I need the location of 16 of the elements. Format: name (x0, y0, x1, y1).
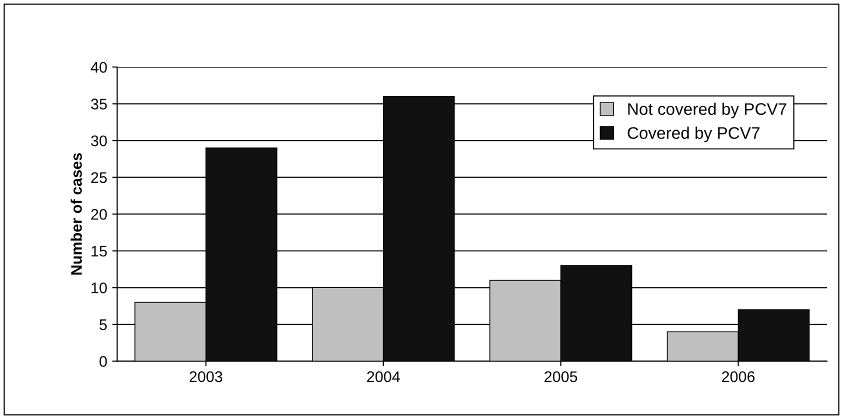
y-tick-label: 30 (91, 135, 107, 146)
y-tick-label: 35 (91, 98, 107, 110)
legend-label: Not covered by PCV7 (628, 102, 786, 118)
legend-label: Covered by PCV7 (628, 126, 760, 142)
x-tick-label: 2006 (722, 371, 755, 382)
y-tick-label: 10 (92, 282, 107, 294)
x-tick-label: 2004 (367, 371, 400, 382)
y-axis-title: Number of cases (70, 153, 82, 275)
x-tick-label: 2003 (190, 371, 222, 382)
y-tick-label: 25 (91, 172, 107, 184)
y-tick-label: 0 (100, 356, 107, 367)
x-tick-label: 2005 (544, 371, 578, 382)
y-tick-label: 20 (91, 208, 107, 220)
y-tick-label: 5 (100, 319, 107, 330)
y-tick-label: 15 (92, 246, 107, 257)
y-tick-label: 40 (90, 62, 107, 73)
